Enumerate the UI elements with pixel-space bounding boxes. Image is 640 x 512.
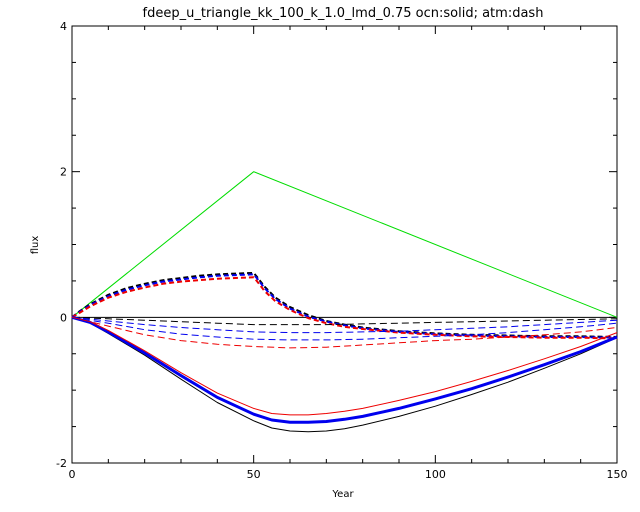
chart-title: fdeep_u_triangle_kk_100_k_1.0_lmd_0.75 o… (143, 6, 544, 21)
series-line-forcing-forcing-0 (71, 171, 618, 318)
series-line-atm-lower-blue-6 (71, 316, 618, 341)
series-line-atm-upper-blue-2 (71, 273, 618, 339)
x-axis-label: Year (331, 489, 354, 500)
x-tick-label: 100 (425, 468, 446, 481)
series-line-atm-upper-red-3 (71, 276, 618, 340)
series-line-atm-lower-black-4 (71, 316, 618, 326)
series-line-atm-lower-blue-5 (71, 316, 618, 334)
series-line-atm-upper-black-1 (71, 271, 618, 338)
plot-frame (71, 25, 618, 464)
y-axis-label: flux (30, 236, 41, 255)
x-tick-label: 150 (607, 468, 628, 481)
series-line-ocean-blue-9 (71, 315, 618, 424)
series-line-ocean-black-8 (71, 316, 618, 433)
x-tick-label: 0 (69, 468, 76, 481)
y-tick-label: -2 (56, 457, 67, 470)
y-tick-label: 4 (60, 20, 67, 33)
x-tick-label: 50 (247, 468, 261, 481)
y-tick-label: 2 (60, 166, 67, 179)
y-tick-label: 0 (60, 311, 67, 324)
series-line-atm-lower-red-7 (71, 316, 618, 349)
series-line-ocean-red-10 (71, 316, 618, 416)
